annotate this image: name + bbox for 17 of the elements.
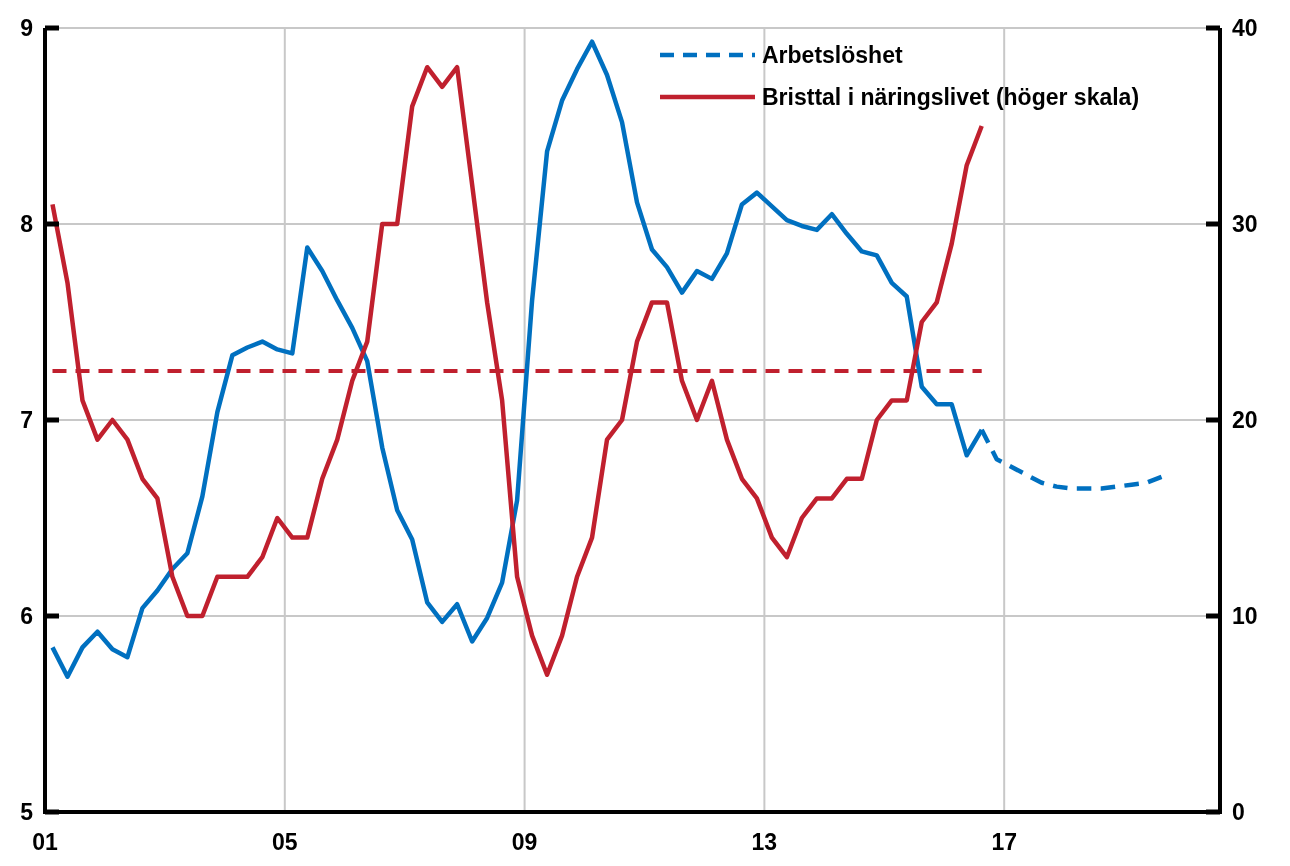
x-tick-label: 01 [32, 829, 58, 855]
x-tick-label: 17 [991, 829, 1017, 855]
y-tick-label: 9 [20, 15, 33, 42]
y-tick-label: 7 [20, 407, 33, 434]
y-tick-label: 6 [20, 603, 33, 630]
y2-tick-label: 20 [1232, 407, 1258, 434]
y2-tick-label: 40 [1232, 15, 1258, 42]
y2-tick-label: 10 [1232, 603, 1258, 630]
y-tick-label: 8 [20, 211, 34, 238]
x-tick-label: 13 [751, 829, 778, 855]
y2-tick-label: 0 [1232, 799, 1245, 826]
x-tick-label: 09 [511, 829, 538, 855]
legend-label: Arbetslöshet [762, 42, 903, 69]
y2-tick-label: 30 [1232, 211, 1258, 238]
y-tick-label: 5 [20, 799, 34, 826]
legend-label: Bristtal i näringslivet (höger skala) [762, 84, 1140, 111]
x-tick-label: 05 [272, 829, 298, 855]
